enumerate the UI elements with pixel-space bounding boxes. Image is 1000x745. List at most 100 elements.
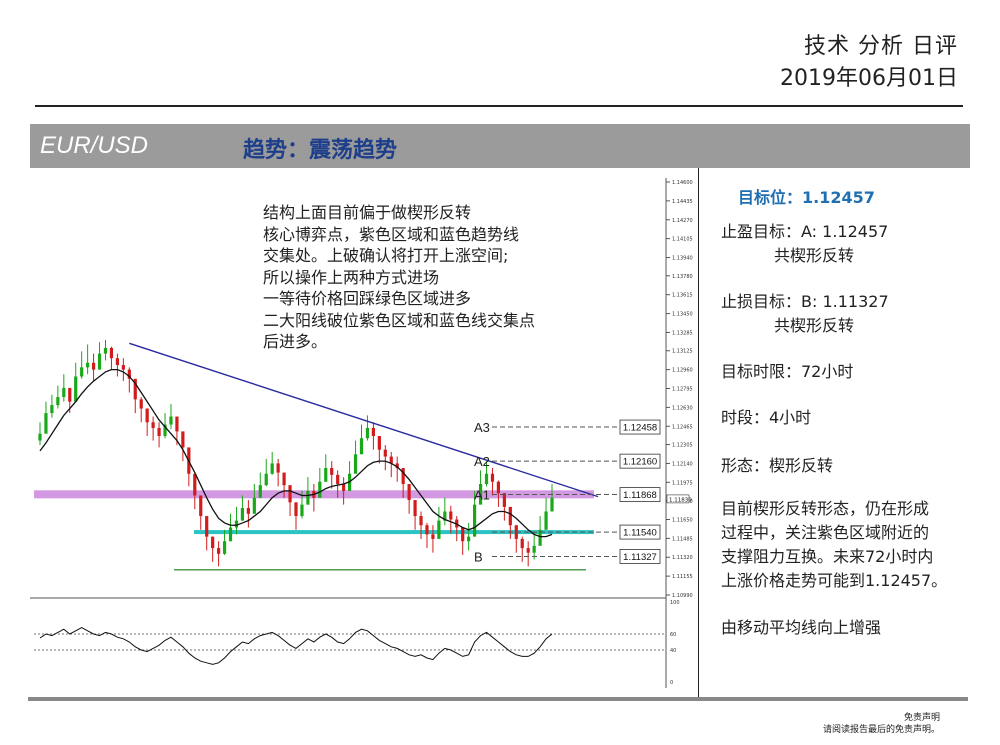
level-box xyxy=(619,549,661,564)
note-line: 二大阳线破位紫色区域和蓝色线交集点 xyxy=(263,310,536,330)
candle-body xyxy=(258,485,262,498)
target-level: 目标位：1.12457 xyxy=(738,188,875,207)
candle-body xyxy=(127,369,131,379)
candle-body xyxy=(62,387,66,398)
candle-body xyxy=(38,433,42,441)
candle-body xyxy=(288,485,292,503)
candle-body xyxy=(68,387,72,402)
candle-body xyxy=(478,484,483,505)
candle-body xyxy=(520,538,524,549)
candle-body xyxy=(246,508,250,514)
price-tick-label: 1.11485 xyxy=(672,536,693,542)
candle-body xyxy=(550,497,554,512)
note-line: 结构上面目前偏于做楔形反转 xyxy=(263,203,472,222)
timeframe: 时段：4小时 xyxy=(721,408,812,427)
candle-body xyxy=(44,413,48,434)
price-tick-label: 1.12465 xyxy=(672,424,693,430)
candle-body xyxy=(508,506,512,526)
price-tick-label: 1.13285 xyxy=(672,330,693,336)
report-title: 技术 分析 日评 xyxy=(804,34,958,59)
pattern: 形态：楔形反转 xyxy=(721,456,834,475)
candle-body xyxy=(461,527,465,542)
price-tick-label: 1.13615 xyxy=(672,293,693,299)
moving-average-line xyxy=(39,368,553,538)
description-line: 目前楔形反转形态，仍在形成 xyxy=(721,499,930,518)
analysis-notes: 结构上面目前偏于做楔形反转 核心博弈点，紫色区域和蓝色趋势线 交集处。上破确认将… xyxy=(263,202,623,353)
oscillator-line xyxy=(39,627,553,665)
candle-body xyxy=(484,473,489,485)
candle-body xyxy=(383,449,387,457)
candle-body xyxy=(169,416,173,425)
description-line: 上涨价格走势可能到1.12457。 xyxy=(721,571,948,590)
level-labels: 1.12458 A3 1.12160 A2 1.11868 A1 1.11540 1.1132… xyxy=(474,419,661,564)
candle-body xyxy=(103,347,108,354)
note-line: 一等待价格回踩绿色区域进多 xyxy=(263,289,472,308)
disclaimer: 免责声明 请阅读报告最后的免责声明。 xyxy=(823,712,940,736)
chart-overlays xyxy=(39,342,599,538)
candle-body xyxy=(163,424,167,436)
candles xyxy=(38,339,554,567)
candle-body xyxy=(425,525,429,535)
price-tick-label: 1.11650 xyxy=(672,517,693,523)
pattern-description: 目前楔形反转形态，仍在形成 过程中，关注紫色区域附近的 支撑阻力互换。未来72小… xyxy=(721,497,981,593)
level-value: 1.12458 xyxy=(623,423,657,434)
candle-body xyxy=(139,399,143,409)
candle-body xyxy=(151,422,155,428)
candle-body xyxy=(294,502,298,517)
oscillator-panel: 100 60 40 0 xyxy=(34,600,680,686)
price-tick-label: 1.11975 xyxy=(672,480,693,486)
candle-body xyxy=(443,511,447,521)
candle-body xyxy=(502,493,506,507)
candle-body xyxy=(199,495,203,517)
title-banner xyxy=(30,124,970,168)
trend-label: 趋势：震荡趋势 xyxy=(243,138,398,163)
candle-body xyxy=(306,490,310,505)
candle-body xyxy=(318,481,322,498)
candle-body xyxy=(300,504,304,517)
candle-body xyxy=(217,548,221,554)
candle-body xyxy=(336,474,340,485)
description-line: 支撑阻力互换。未来72小时内 xyxy=(721,547,934,566)
footer-rule xyxy=(28,697,968,701)
current-price-box xyxy=(666,494,690,504)
candle-body xyxy=(490,473,495,482)
panel-divider xyxy=(698,168,699,698)
level-value: 1.12160 xyxy=(623,457,657,468)
candle-body xyxy=(324,468,328,482)
candle-body xyxy=(449,511,453,520)
candle-body xyxy=(407,484,411,501)
note-line: 后进多。 xyxy=(263,332,328,351)
price-tick-label: 1.12630 xyxy=(672,405,693,411)
candle-body xyxy=(467,536,471,542)
price-tick-label: 1.14105 xyxy=(672,237,693,243)
price-tick-label: 1.10990 xyxy=(672,593,693,599)
price-tick-label: 1.11320 xyxy=(672,555,693,561)
level-box xyxy=(619,524,661,540)
candle-body xyxy=(330,468,334,475)
level-box xyxy=(619,419,661,435)
candle-body xyxy=(121,365,125,370)
candle-body xyxy=(413,500,417,517)
candle-body xyxy=(353,454,358,474)
price-tick-label: 1.12960 xyxy=(672,368,693,374)
candle-body xyxy=(437,520,441,539)
price-tick-label: 1.14435 xyxy=(672,199,693,205)
price-tick-label: 1.13450 xyxy=(672,312,693,318)
level-value: 1.11327 xyxy=(623,552,657,563)
candle-body xyxy=(193,473,197,496)
take-profit-note: 共楔形反转 xyxy=(774,246,855,265)
oscillator-tick-label: 60 xyxy=(670,632,676,638)
note-line: 交集处。上破确认将打开上涨空间; xyxy=(263,246,509,265)
oscillator-tick-label: 40 xyxy=(670,648,676,654)
report-date: 2019年06月01日 xyxy=(780,66,958,91)
price-axis: 1.14600 1.14435 1.14270 1.14105 1.13940 1.137… xyxy=(666,180,693,599)
candle-body xyxy=(473,504,477,537)
currency-pair: EUR/USD xyxy=(40,132,149,159)
candle-body xyxy=(86,362,90,368)
oscillator-tick-label: 0 xyxy=(670,680,673,686)
candle-body xyxy=(342,484,346,491)
price-tick-label: 1.11155 xyxy=(672,574,693,580)
price-tick-label: 1.13940 xyxy=(672,256,693,262)
candle-body xyxy=(371,427,375,436)
candle-body xyxy=(50,405,54,414)
